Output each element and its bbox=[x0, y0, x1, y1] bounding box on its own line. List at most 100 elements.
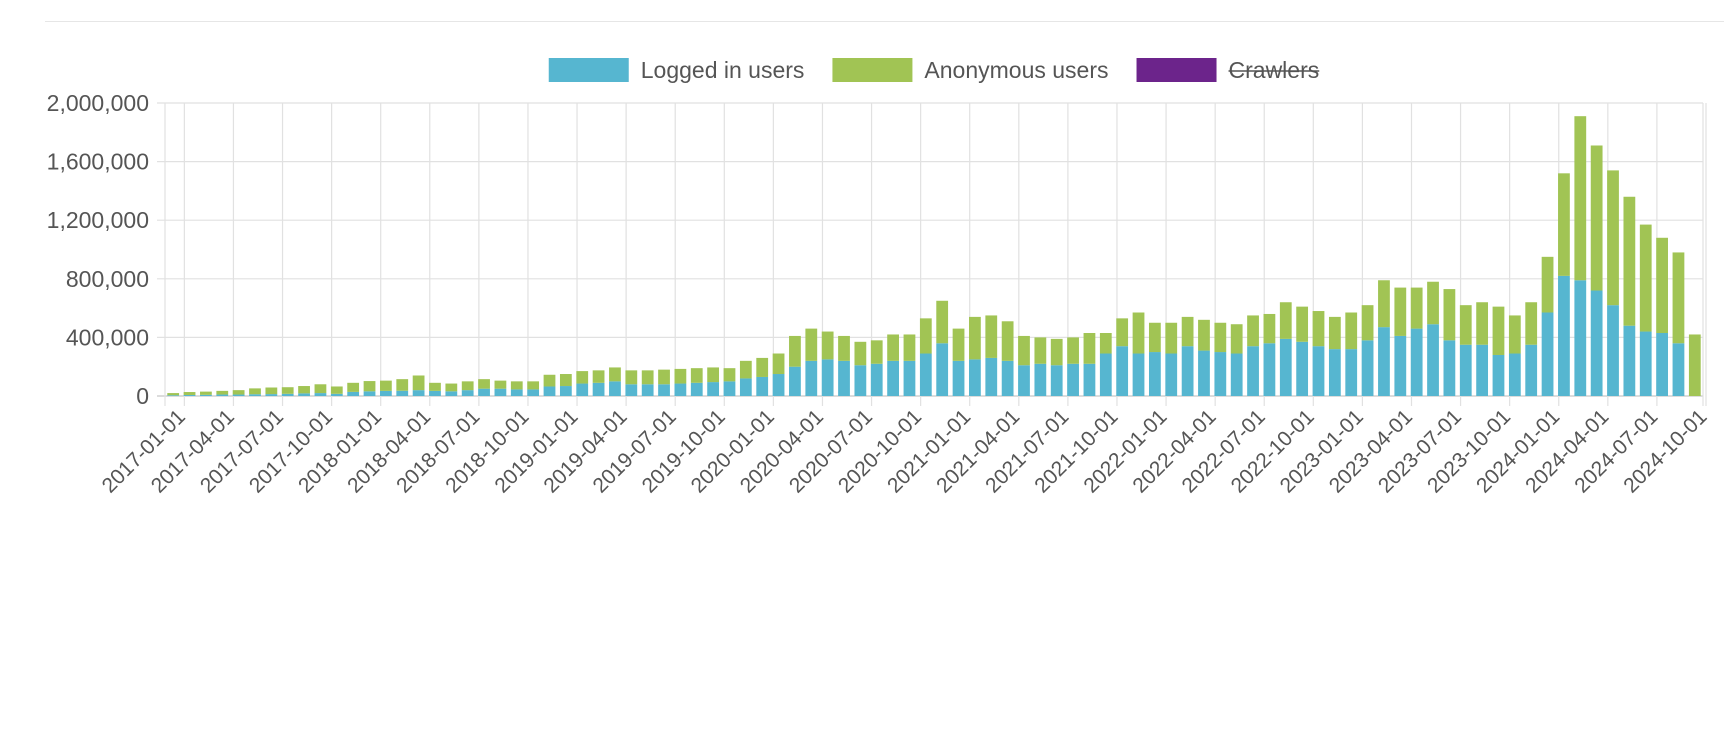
bar-logged-in-users[interactable] bbox=[461, 390, 474, 396]
bar-anonymous-users[interactable] bbox=[936, 300, 949, 344]
bar-logged-in-users[interactable] bbox=[1345, 349, 1358, 396]
bar-logged-in-users[interactable] bbox=[478, 388, 490, 396]
bar-logged-in-users[interactable] bbox=[887, 360, 899, 396]
bar-anonymous-users[interactable] bbox=[592, 370, 605, 383]
bar-logged-in-users[interactable] bbox=[249, 394, 261, 396]
bar-anonymous-users[interactable] bbox=[200, 391, 212, 395]
bar-anonymous-users[interactable] bbox=[1656, 237, 1668, 333]
bar-logged-in-users[interactable] bbox=[1672, 343, 1685, 396]
bar-anonymous-users[interactable] bbox=[1345, 312, 1358, 350]
bar-logged-in-users[interactable] bbox=[396, 390, 409, 396]
bar-anonymous-users[interactable] bbox=[1214, 322, 1227, 353]
bar-anonymous-users[interactable] bbox=[1099, 333, 1112, 354]
bar-anonymous-users[interactable] bbox=[1279, 302, 1292, 339]
bar-logged-in-users[interactable] bbox=[1050, 365, 1063, 396]
bar-logged-in-users[interactable] bbox=[985, 357, 998, 396]
bar-anonymous-users[interactable] bbox=[347, 382, 360, 392]
bar-anonymous-users[interactable] bbox=[1034, 337, 1047, 364]
bar-logged-in-users[interactable] bbox=[854, 365, 867, 396]
bar-logged-in-users[interactable] bbox=[1312, 346, 1325, 396]
bar-logged-in-users[interactable] bbox=[1296, 341, 1309, 396]
bar-anonymous-users[interactable] bbox=[1672, 252, 1685, 344]
bar-logged-in-users[interactable] bbox=[527, 389, 540, 396]
bar-anonymous-users[interactable] bbox=[1492, 306, 1505, 355]
bar-logged-in-users[interactable] bbox=[1656, 333, 1668, 396]
bar-anonymous-users[interactable] bbox=[690, 368, 703, 383]
bar-anonymous-users[interactable] bbox=[887, 334, 899, 361]
bar-logged-in-users[interactable] bbox=[200, 394, 212, 396]
bar-logged-in-users[interactable] bbox=[363, 391, 376, 396]
bar-anonymous-users[interactable] bbox=[576, 371, 589, 384]
bar-anonymous-users[interactable] bbox=[478, 379, 490, 389]
bar-logged-in-users[interactable] bbox=[543, 386, 556, 396]
bar-logged-in-users[interactable] bbox=[609, 381, 621, 396]
bar-anonymous-users[interactable] bbox=[1410, 287, 1423, 329]
bar-anonymous-users[interactable] bbox=[952, 328, 965, 361]
bar-logged-in-users[interactable] bbox=[772, 374, 785, 396]
bar-logged-in-users[interactable] bbox=[1181, 346, 1194, 396]
bar-anonymous-users[interactable] bbox=[1508, 315, 1521, 354]
bar-anonymous-users[interactable] bbox=[1525, 302, 1538, 345]
bar-logged-in-users[interactable] bbox=[821, 359, 834, 397]
bar-logged-in-users[interactable] bbox=[412, 390, 425, 396]
bar-anonymous-users[interactable] bbox=[494, 380, 507, 389]
bar-anonymous-users[interactable] bbox=[1541, 256, 1554, 313]
bar-anonymous-users[interactable] bbox=[1001, 321, 1014, 361]
bar-anonymous-users[interactable] bbox=[461, 381, 474, 391]
bar-logged-in-users[interactable] bbox=[674, 383, 687, 396]
bar-anonymous-users[interactable] bbox=[1018, 335, 1030, 366]
bar-logged-in-users[interactable] bbox=[167, 395, 180, 396]
bar-anonymous-users[interactable] bbox=[1427, 281, 1439, 325]
bar-anonymous-users[interactable] bbox=[903, 334, 916, 361]
bar-anonymous-users[interactable] bbox=[1558, 173, 1570, 276]
bar-anonymous-users[interactable] bbox=[265, 387, 278, 395]
bar-logged-in-users[interactable] bbox=[1067, 363, 1079, 396]
bar-anonymous-users[interactable] bbox=[1361, 305, 1374, 341]
bar-logged-in-users[interactable] bbox=[1001, 360, 1014, 396]
bar-anonymous-users[interactable] bbox=[1230, 324, 1243, 354]
bar-anonymous-users[interactable] bbox=[1181, 316, 1194, 347]
bar-logged-in-users[interactable] bbox=[805, 360, 818, 396]
bar-anonymous-users[interactable] bbox=[559, 374, 572, 387]
bar-logged-in-users[interactable] bbox=[1132, 353, 1145, 396]
bar-logged-in-users[interactable] bbox=[1378, 327, 1390, 396]
bar-logged-in-users[interactable] bbox=[281, 393, 294, 396]
bar-logged-in-users[interactable] bbox=[576, 383, 589, 396]
bar-anonymous-users[interactable] bbox=[985, 315, 998, 358]
bar-anonymous-users[interactable] bbox=[805, 328, 818, 361]
bar-logged-in-users[interactable] bbox=[1247, 346, 1259, 396]
bar-anonymous-users[interactable] bbox=[1067, 337, 1079, 364]
bar-logged-in-users[interactable] bbox=[1198, 350, 1210, 396]
bar-logged-in-users[interactable] bbox=[1443, 340, 1456, 396]
bar-anonymous-users[interactable] bbox=[821, 331, 834, 360]
bar-anonymous-users[interactable] bbox=[281, 387, 294, 394]
bar-logged-in-users[interactable] bbox=[1558, 275, 1570, 396]
bar-logged-in-users[interactable] bbox=[1214, 352, 1227, 396]
bar-anonymous-users[interactable] bbox=[1590, 145, 1603, 291]
bar-logged-in-users[interactable] bbox=[1607, 305, 1619, 396]
bar-logged-in-users[interactable] bbox=[1525, 344, 1538, 396]
bar-logged-in-users[interactable] bbox=[379, 390, 392, 396]
bar-anonymous-users[interactable] bbox=[1378, 280, 1390, 328]
bar-logged-in-users[interactable] bbox=[314, 393, 327, 396]
bar-logged-in-users[interactable] bbox=[592, 382, 605, 396]
bar-logged-in-users[interactable] bbox=[232, 394, 245, 396]
bar-logged-in-users[interactable] bbox=[1165, 353, 1178, 396]
bar-anonymous-users[interactable] bbox=[1148, 322, 1161, 353]
bar-anonymous-users[interactable] bbox=[1312, 311, 1325, 347]
bar-logged-in-users[interactable] bbox=[919, 353, 932, 396]
bar-logged-in-users[interactable] bbox=[510, 389, 523, 396]
bar-logged-in-users[interactable] bbox=[216, 394, 229, 396]
bar-logged-in-users[interactable] bbox=[183, 394, 196, 396]
bar-logged-in-users[interactable] bbox=[1083, 363, 1096, 396]
bar-anonymous-users[interactable] bbox=[1623, 196, 1636, 326]
bar-anonymous-users[interactable] bbox=[1198, 319, 1210, 351]
bar-anonymous-users[interactable] bbox=[609, 367, 621, 382]
bar-anonymous-users[interactable] bbox=[1132, 312, 1145, 354]
bar-logged-in-users[interactable] bbox=[903, 360, 916, 396]
bar-logged-in-users[interactable] bbox=[969, 359, 981, 397]
bar-logged-in-users[interactable] bbox=[1328, 349, 1341, 396]
bar-logged-in-users[interactable] bbox=[1099, 353, 1112, 396]
bar-logged-in-users[interactable] bbox=[1541, 312, 1554, 397]
bar-anonymous-users[interactable] bbox=[919, 318, 932, 354]
